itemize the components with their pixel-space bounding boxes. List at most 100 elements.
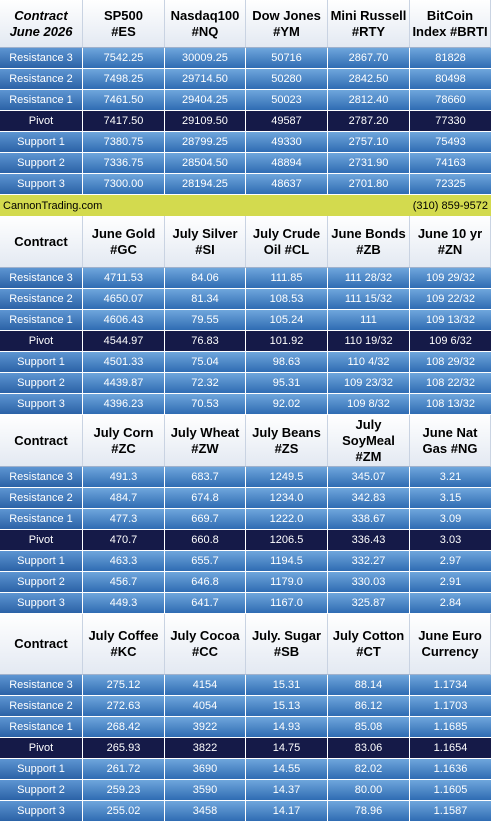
row-label: Resistance 2 xyxy=(0,488,83,509)
data-row: Support 1 7380.75 28799.25 49330 2757.10 7549… xyxy=(0,132,491,153)
header-cell: Mini Russell #RTY xyxy=(328,0,410,48)
data-row: Resistance 1 4606.43 79.55 105.24 111 109 13/… xyxy=(0,310,491,331)
row-label: Resistance 1 xyxy=(0,310,83,331)
value-cell: 49587 xyxy=(246,111,328,132)
header-text: #ZN xyxy=(437,241,463,257)
value-cell: 2701.80 xyxy=(328,174,410,195)
value-cell: 108 22/32 xyxy=(410,373,491,394)
header-text: #KC xyxy=(110,644,137,659)
value-cell: 3922 xyxy=(165,717,246,738)
value-cell: 3.09 xyxy=(410,509,491,530)
value-cell: 7542.25 xyxy=(83,48,165,69)
value-cell: 2757.10 xyxy=(328,132,410,153)
value-cell: 75493 xyxy=(410,132,491,153)
header-cell: July Cotton #CT xyxy=(328,614,410,675)
value-cell: 98.63 xyxy=(246,352,328,373)
header-text: Contract xyxy=(14,7,68,23)
row-label: Resistance 3 xyxy=(0,268,83,289)
value-cell: 1.1605 xyxy=(410,780,491,801)
header-text: Gas #NG xyxy=(422,440,478,456)
header-text: Contract xyxy=(14,432,68,448)
data-row: Support 1 261.72 3690 14.55 82.02 1.1636 xyxy=(0,759,491,780)
data-row: Pivot 265.93 3822 14.75 83.06 1.1654 xyxy=(0,738,491,759)
header-text: #NQ xyxy=(191,23,219,39)
header-text: July Crude xyxy=(252,225,321,241)
header-cell: June 10 yr #ZN xyxy=(410,216,491,268)
value-cell: 456.7 xyxy=(83,572,165,593)
data-row: Resistance 1 7461.50 29404.25 50023 2812.40 7… xyxy=(0,90,491,111)
value-cell: 2867.70 xyxy=(328,48,410,69)
value-cell: 109 13/32 xyxy=(410,310,491,331)
header-cell: July Coffee #KC xyxy=(83,614,165,675)
data-row: Resistance 3 7542.25 30009.25 50716 2867.70 8… xyxy=(0,48,491,69)
header-cell: July. Sugar #SB xyxy=(246,614,328,675)
value-cell: 463.3 xyxy=(83,551,165,572)
data-row: Support 2 4439.87 72.32 95.31 109 23/32 108 2… xyxy=(0,373,491,394)
header-text: July Coffee xyxy=(88,628,159,643)
value-cell: 255.02 xyxy=(83,801,165,822)
value-cell: 1.1703 xyxy=(410,696,491,717)
row-label: Pivot xyxy=(0,530,83,551)
header-text: Dow Jones xyxy=(252,7,321,23)
value-cell: 2731.90 xyxy=(328,153,410,174)
header-text: Nasdaq100 xyxy=(170,7,240,23)
value-cell: 49330 xyxy=(246,132,328,153)
header-cell: June Euro Currency xyxy=(410,614,491,675)
value-cell: 265.93 xyxy=(83,738,165,759)
header-text: July xyxy=(355,416,382,432)
value-cell: 2.91 xyxy=(410,572,491,593)
value-cell: 14.55 xyxy=(246,759,328,780)
row-label: Support 1 xyxy=(0,759,83,780)
data-row: Support 1 463.3 655.7 1194.5 332.27 2.97 xyxy=(0,551,491,572)
row-label: Resistance 2 xyxy=(0,289,83,310)
header-text: BitCoin xyxy=(426,7,474,23)
row-label: Resistance 2 xyxy=(0,69,83,90)
row-label: Support 2 xyxy=(0,572,83,593)
header-text: Contract xyxy=(14,233,68,249)
value-cell: 477.3 xyxy=(83,509,165,530)
data-row: Resistance 3 275.12 4154 15.31 88.14 1.1734 xyxy=(0,675,491,696)
value-cell: 29109.50 xyxy=(165,111,246,132)
header-cell: SP500 #ES xyxy=(83,0,165,48)
value-cell: 95.31 xyxy=(246,373,328,394)
header-text: #ZB xyxy=(356,241,381,257)
value-cell: 50280 xyxy=(246,69,328,90)
data-row: Pivot 7417.50 29109.50 49587 2787.20 77330 xyxy=(0,111,491,132)
header-text: June Bonds xyxy=(331,225,406,241)
row-label: Support 3 xyxy=(0,174,83,195)
header-cell: Contract xyxy=(0,216,83,268)
site-name: CannonTrading.com xyxy=(3,199,103,212)
value-cell: 48894 xyxy=(246,153,328,174)
value-cell: 330.03 xyxy=(328,572,410,593)
data-row: Support 3 449.3 641.7 1167.0 325.87 2.84 xyxy=(0,593,491,614)
value-cell: 470.7 xyxy=(83,530,165,551)
value-cell: 1.1587 xyxy=(410,801,491,822)
row-label: Resistance 3 xyxy=(0,48,83,69)
value-cell: 108.53 xyxy=(246,289,328,310)
value-cell: 275.12 xyxy=(83,675,165,696)
data-row: Resistance 3 491.3 683.7 1249.5 345.07 3.21 xyxy=(0,467,491,488)
value-cell: 4711.53 xyxy=(83,268,165,289)
data-row: Resistance 2 484.7 674.8 1234.0 342.83 3.15 xyxy=(0,488,491,509)
row-label: Support 3 xyxy=(0,801,83,822)
value-cell: 1206.5 xyxy=(246,530,328,551)
header-text: Contract xyxy=(14,636,68,651)
value-cell: 674.8 xyxy=(165,488,246,509)
header-text: July Silver xyxy=(172,225,238,241)
value-cell: 78660 xyxy=(410,90,491,111)
phone: (310) 859-9572 xyxy=(412,199,488,212)
data-row: Resistance 3 4711.53 84.06 111.85 111 28/32 1… xyxy=(0,268,491,289)
data-row: Support 3 7300.00 28194.25 48637 2701.80 7232… xyxy=(0,174,491,195)
value-cell: 88.14 xyxy=(328,675,410,696)
value-cell: 336.43 xyxy=(328,530,410,551)
header-cell: July Wheat #ZW xyxy=(165,415,246,467)
data-row: Support 1 4501.33 75.04 98.63 110 4/32 108 29… xyxy=(0,352,491,373)
value-cell: 109 23/32 xyxy=(328,373,410,394)
value-cell: 83.06 xyxy=(328,738,410,759)
value-cell: 72.32 xyxy=(165,373,246,394)
value-cell: 3.03 xyxy=(410,530,491,551)
value-cell: 272.63 xyxy=(83,696,165,717)
row-label: Resistance 1 xyxy=(0,509,83,530)
value-cell: 28504.50 xyxy=(165,153,246,174)
